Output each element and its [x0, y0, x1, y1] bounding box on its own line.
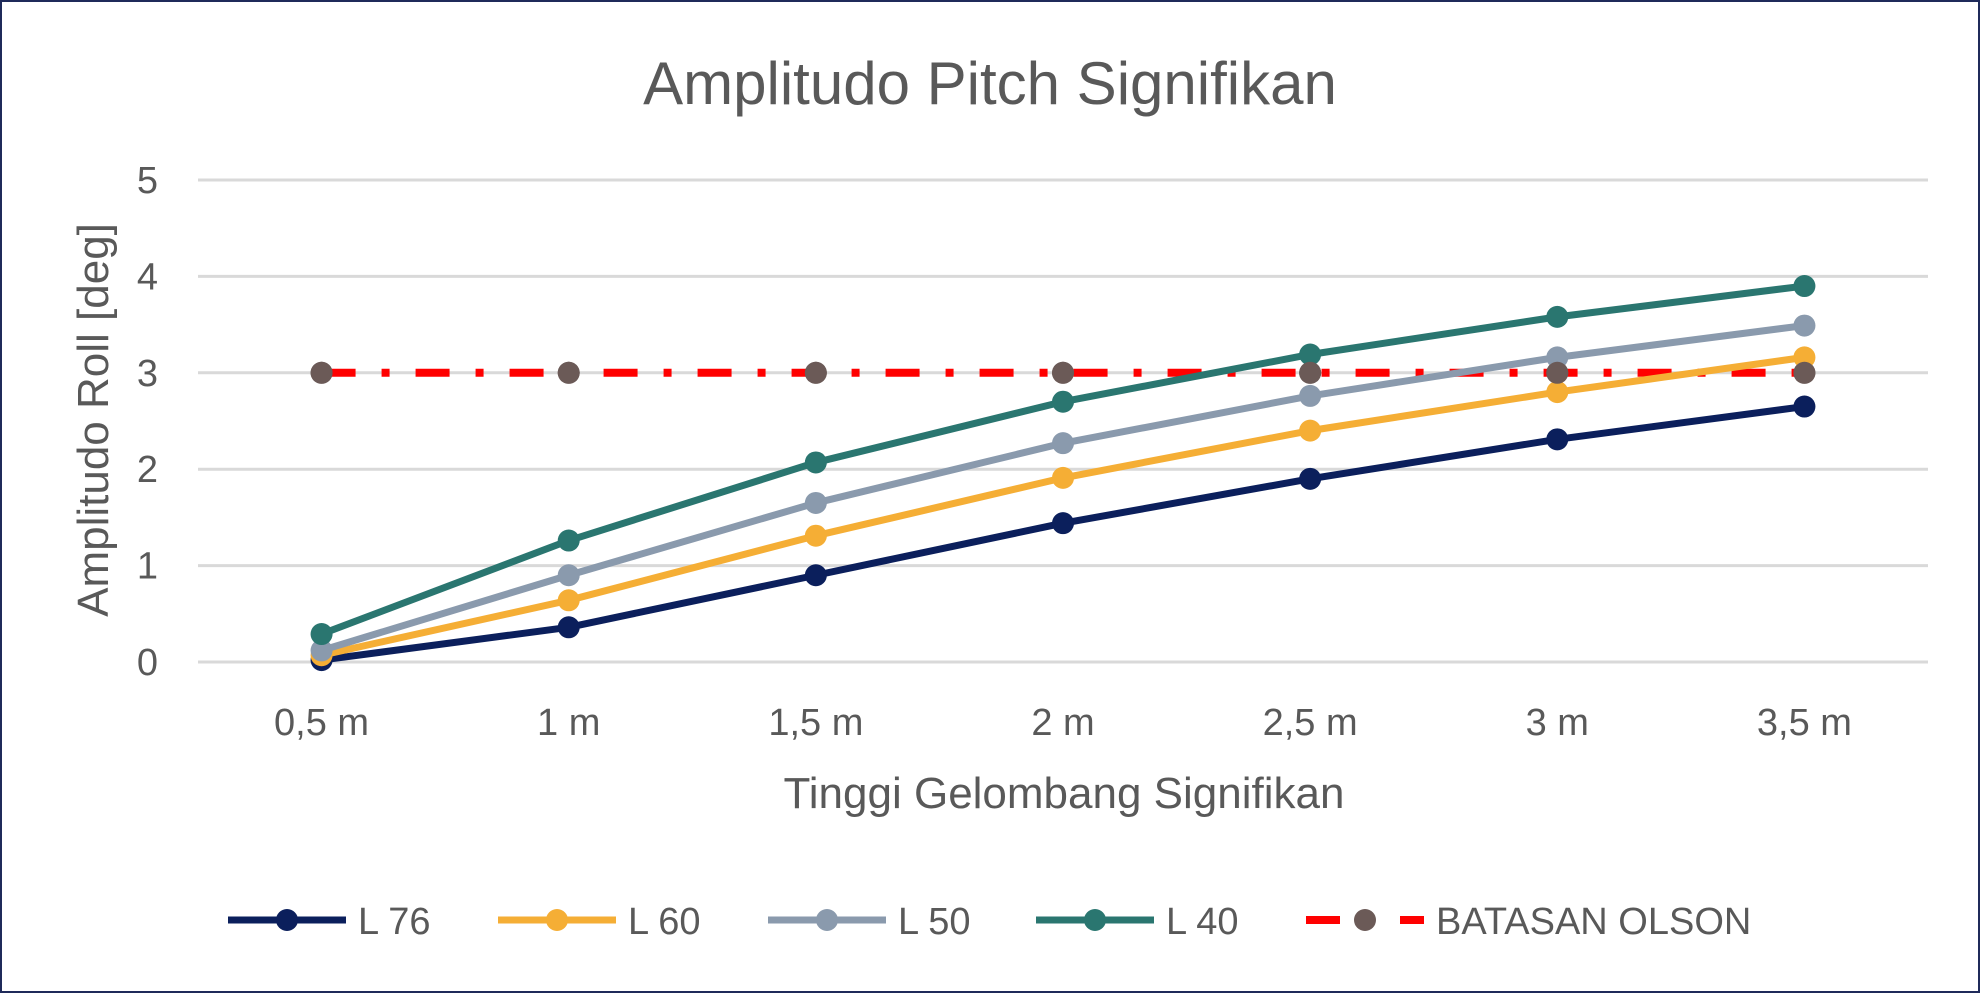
data-point — [1052, 512, 1074, 535]
data-point — [1052, 361, 1074, 384]
y-axis-title: Amplitudo Roll [deg] — [69, 223, 118, 617]
data-point — [1793, 275, 1816, 298]
data-point — [804, 451, 827, 474]
y-tick-label: 4 — [137, 256, 158, 298]
series-l-40 — [310, 275, 1816, 646]
x-tick-label: 2,5 m — [1263, 702, 1358, 744]
data-point — [1299, 343, 1322, 366]
data-point — [1546, 381, 1569, 404]
data-point — [804, 491, 827, 514]
data-point — [1793, 361, 1816, 384]
data-point — [310, 623, 333, 646]
data-point — [804, 564, 827, 587]
chart-title: Amplitudo Pitch Signifikan — [643, 50, 1337, 117]
y-tick-label: 2 — [137, 449, 158, 491]
data-point — [804, 524, 827, 547]
legend-swatch-marker — [546, 909, 568, 931]
legend-item: BATASAN OLSON — [1306, 901, 1751, 943]
legend-item: L 40 — [1036, 901, 1239, 943]
x-tick-label: 1,5 m — [768, 702, 863, 744]
series-l-50 — [310, 314, 1816, 662]
series-l-76 — [310, 395, 1816, 672]
series-layer — [310, 275, 1816, 672]
data-point — [557, 564, 580, 587]
data-point — [557, 589, 580, 612]
data-point — [1793, 346, 1816, 369]
x-tick-label: 1 m — [537, 702, 600, 744]
data-point — [1299, 467, 1322, 490]
data-point — [1052, 390, 1074, 413]
legend-swatch-marker — [276, 909, 298, 931]
x-axis-ticks: 0,5 m 1 m 1,5 m 2 m 2,5 m 3 m 3,5 m — [274, 702, 1852, 744]
data-point — [557, 529, 580, 552]
data-point — [557, 616, 580, 639]
y-axis-ticks: 0 1 2 3 4 5 — [137, 160, 158, 684]
data-point — [1299, 419, 1322, 442]
data-point — [1299, 361, 1322, 384]
data-point — [1299, 384, 1322, 407]
data-point — [1052, 432, 1074, 455]
data-point — [310, 361, 333, 384]
legend-label: BATASAN OLSON — [1436, 901, 1751, 943]
gridlines — [198, 178, 1928, 664]
data-point — [1546, 346, 1569, 369]
data-point — [1793, 314, 1816, 337]
legend-item: L 60 — [498, 901, 701, 943]
x-axis-title: Tinggi Gelombang Signifikan — [784, 769, 1345, 818]
series-l-60 — [310, 346, 1816, 667]
data-point — [1546, 305, 1569, 328]
y-tick-label: 3 — [137, 353, 158, 395]
legend-label: L 76 — [358, 901, 431, 943]
legend-label: L 40 — [1166, 901, 1239, 943]
x-tick-label: 0,5 m — [274, 702, 369, 744]
y-tick-label: 0 — [137, 642, 158, 684]
data-point — [1546, 361, 1569, 384]
legend-swatch-marker — [1084, 909, 1106, 931]
legend-item: L 50 — [768, 901, 971, 943]
legend-swatch-marker — [1354, 909, 1376, 931]
data-point — [1052, 466, 1074, 489]
data-point — [1546, 428, 1569, 451]
limit-markers — [310, 361, 1816, 384]
data-point — [557, 361, 580, 384]
x-tick-label: 3,5 m — [1757, 702, 1852, 744]
legend-label: L 50 — [898, 901, 971, 943]
x-tick-label: 3 m — [1526, 702, 1589, 744]
x-tick-label: 2 m — [1031, 702, 1094, 744]
legend-label: L 60 — [628, 901, 701, 943]
data-point — [310, 639, 333, 662]
legend-swatch-marker — [816, 909, 838, 931]
data-point — [1793, 395, 1816, 418]
legend: L 76 L 60 L 50 L 40 BATASAN OLSON — [228, 901, 1751, 943]
legend-item: L 76 — [228, 901, 431, 943]
y-tick-label: 1 — [137, 546, 158, 588]
data-point — [804, 361, 827, 384]
y-tick-label: 5 — [137, 160, 158, 202]
